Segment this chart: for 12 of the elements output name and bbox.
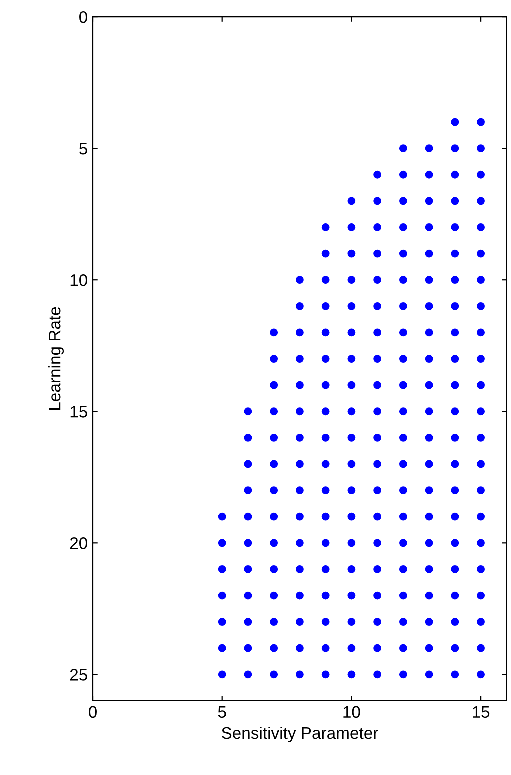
x-axis-title: Sensitivity Parameter [222,726,378,742]
y-tick-label: 25 [70,669,88,681]
y-tick-label: 15 [70,406,88,418]
y-tick-label: 0 [80,11,88,24]
x-tick-label: 10 [344,706,360,718]
y-tick-label: 10 [70,274,88,286]
x-tick-label: 5 [218,706,226,718]
y-tick-label: 5 [80,143,88,155]
x-tick-label: 15 [473,706,490,718]
y-axis-title: Learning Rate [48,307,64,410]
x-tick-label: 0 [89,706,97,718]
y-tick-label: 20 [70,538,88,550]
